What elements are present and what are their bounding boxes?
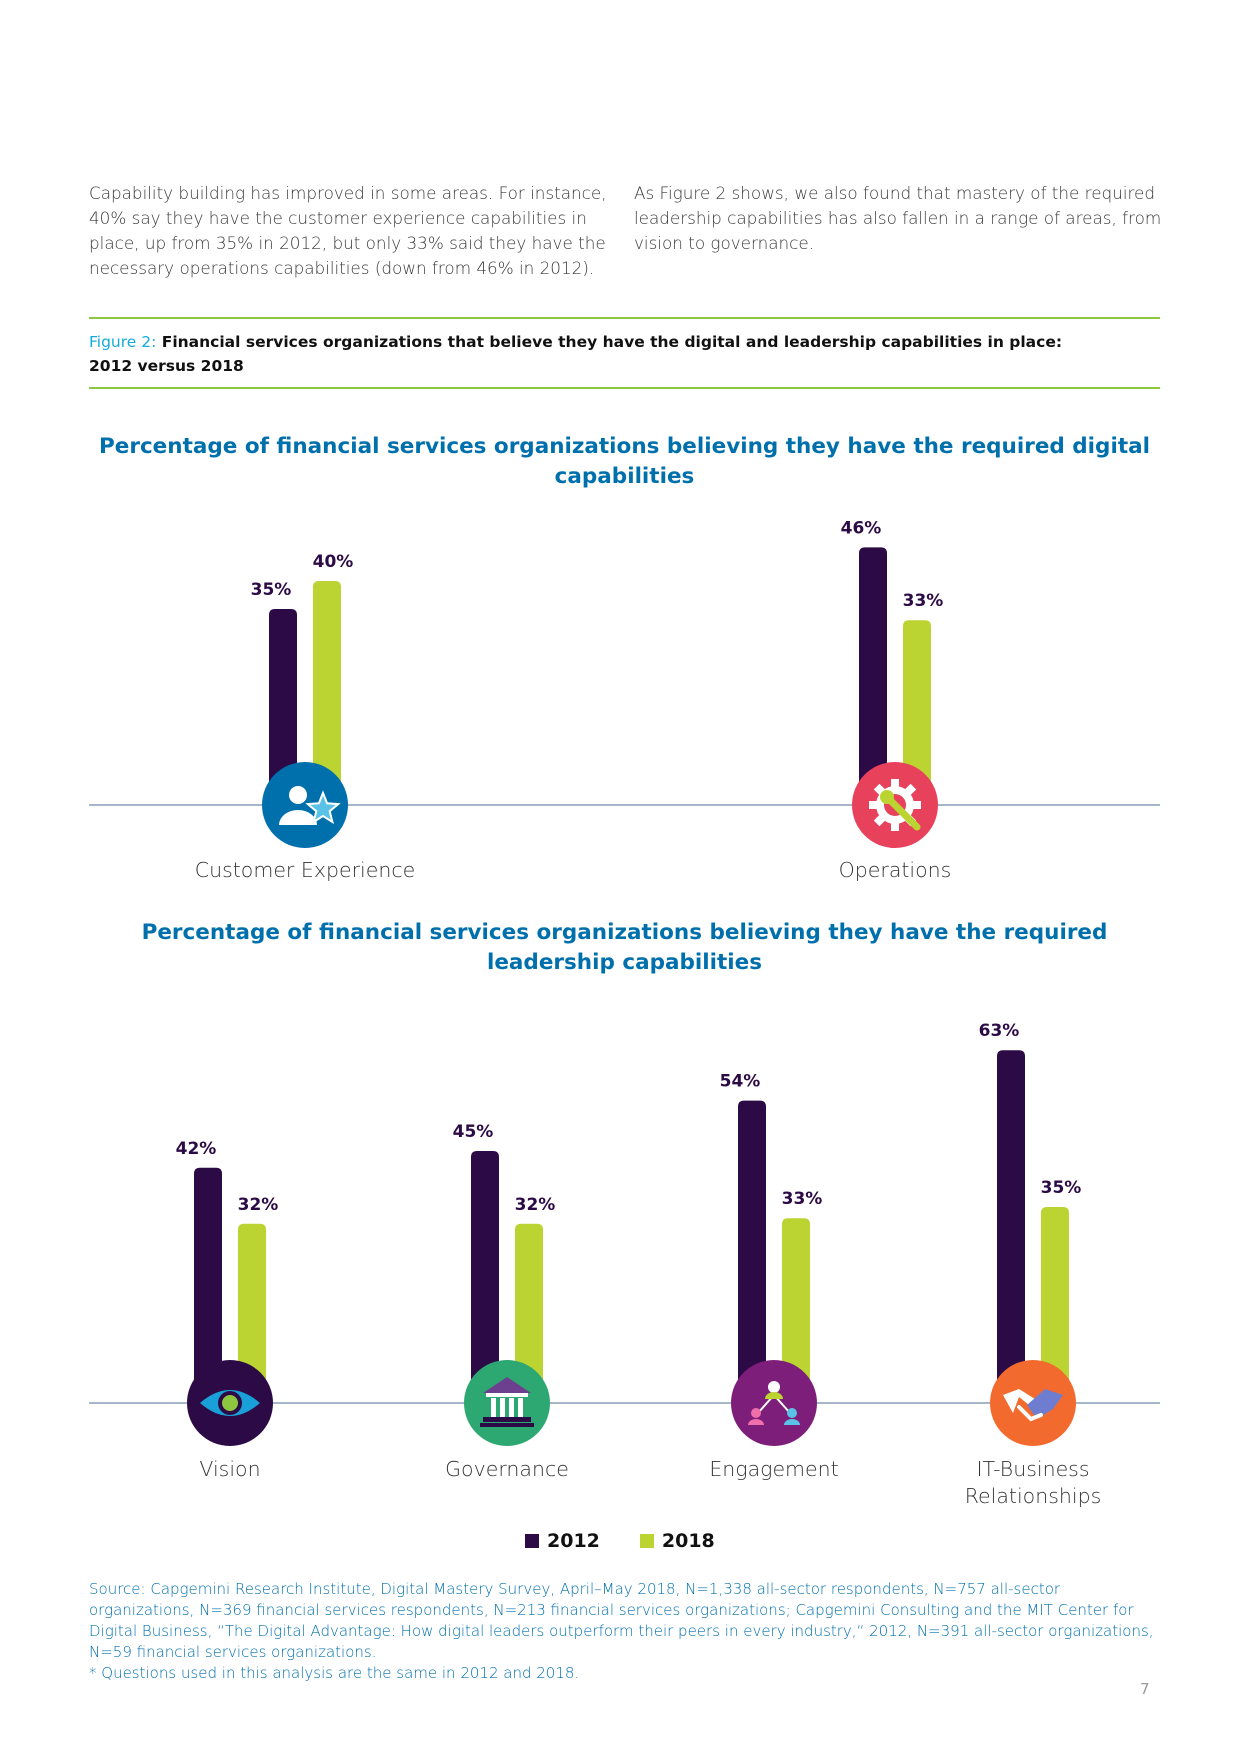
- chart-leadership: 42% 32% Vision 45% 32% Governance 54% 33% Engage…: [89, 1021, 1160, 1508]
- legend-swatch-2012: [525, 1534, 539, 1548]
- value-label-vision-2018: 32%: [238, 1195, 279, 1215]
- lintel-shape: [486, 1393, 528, 1397]
- legend-item-2012: 2012: [525, 1530, 600, 1552]
- node-head-shape: [787, 1408, 797, 1418]
- vision-eye-icon: [200, 1390, 260, 1416]
- value-label-operations-2012: 46%: [841, 518, 882, 538]
- person-body-shape: [279, 810, 317, 825]
- wrench-handle-shape: [886, 796, 921, 831]
- bar-engagement-2012: [738, 1100, 766, 1403]
- bar-it-business-relationships-2012: [997, 1050, 1025, 1403]
- handshake-icon: [1003, 1389, 1063, 1422]
- operations-gear-wrench-icon: [869, 779, 921, 831]
- column-shape: [509, 1398, 514, 1417]
- bar-customer-experience-2018: [313, 581, 341, 805]
- caption-rule-bottom: [89, 387, 1160, 389]
- gear-tooth-shape: [891, 779, 899, 788]
- base-shape: [483, 1417, 531, 1422]
- node-body-shape: [784, 1419, 800, 1425]
- value-label-engagement-2018: 33%: [782, 1189, 823, 1209]
- base-step-shape: [480, 1423, 534, 1427]
- bar-vision-2018: [238, 1223, 266, 1403]
- figure-label: Figure 2:: [89, 333, 157, 351]
- column-shape: [500, 1398, 505, 1417]
- wrench-head-shape: [880, 790, 894, 804]
- digital-chart-title: Percentage of financial services organiz…: [99, 434, 1150, 489]
- category-label-governance: Governance: [445, 1457, 569, 1481]
- value-label-engagement-2012: 54%: [720, 1072, 761, 1092]
- caption-rule-top: [89, 317, 1160, 319]
- legend-label-2012: 2012: [547, 1530, 600, 1552]
- legend-item-2018: 2018: [639, 1530, 715, 1552]
- gear-tooth-shape: [891, 822, 899, 831]
- column-shape: [518, 1398, 523, 1417]
- source-text: Source: Capgemini Research Institute, Di…: [89, 1580, 1154, 1661]
- bar-customer-experience-2012: [269, 609, 297, 805]
- value-label-it-business-relationships-2012: 63%: [979, 1021, 1020, 1041]
- engagement-network-icon: [748, 1381, 800, 1425]
- category-label-it-business-relationships: IT-Business: [976, 1457, 1089, 1481]
- value-label-governance-2012: 45%: [453, 1122, 494, 1142]
- bar-engagement-2018: [782, 1218, 810, 1403]
- category-icon-circle: [464, 1360, 550, 1446]
- category-label-operations: Operations: [839, 858, 952, 882]
- legend-swatch-2018: [639, 1534, 654, 1548]
- chart-digital: 35% 40% Customer Experience 46% 33% Operation…: [89, 518, 1160, 882]
- source-note: Source: Capgemini Research Institute, Di…: [89, 1579, 1164, 1684]
- category-label-vision: Vision: [199, 1457, 260, 1481]
- intro-paragraph-left: Capability building has improved in some…: [89, 183, 607, 278]
- node-body-shape: [765, 1392, 783, 1399]
- figure-caption: Figure 2: Financial services organizatio…: [89, 330, 1089, 378]
- node-body-shape: [748, 1419, 764, 1425]
- page-number: 7: [1140, 1680, 1150, 1698]
- value-label-operations-2018: 33%: [903, 591, 944, 611]
- bar-operations-2018: [903, 620, 931, 805]
- value-label-customer-experience-2012: 35%: [251, 580, 292, 600]
- governance-building-icon: [480, 1377, 534, 1427]
- source-footnote: * Questions used in this analysis are th…: [89, 1664, 580, 1682]
- legend-label-2018: 2018: [661, 1530, 715, 1552]
- bar-operations-2012: [859, 547, 887, 805]
- star-shape: [305, 790, 341, 825]
- iris-shape: [222, 1395, 238, 1411]
- column-shape: [491, 1398, 496, 1417]
- bar-vision-2012: [194, 1167, 222, 1403]
- leadership-chart-title: Percentage of financial services organiz…: [141, 920, 1108, 975]
- category-label-it-business-relationships: Relationships: [965, 1484, 1102, 1508]
- node-head-shape: [768, 1381, 780, 1393]
- value-label-it-business-relationships-2018: 35%: [1041, 1178, 1082, 1198]
- value-label-customer-experience-2018: 40%: [313, 552, 354, 572]
- value-label-governance-2018: 32%: [515, 1195, 556, 1215]
- person-head-shape: [289, 786, 307, 804]
- category-label-customer-experience: Customer Experience: [195, 858, 415, 882]
- bar-it-business-relationships-2018: [1041, 1207, 1069, 1403]
- bar-governance-2018: [515, 1223, 543, 1403]
- node-head-shape: [751, 1408, 761, 1418]
- hand-right-shape: [1027, 1389, 1063, 1419]
- customer-experience-icon: [279, 786, 341, 825]
- roof-shape: [483, 1377, 531, 1393]
- category-icon-circle: [731, 1360, 817, 1446]
- category-icon-circle: [262, 762, 348, 848]
- gear-tooth-shape: [912, 801, 921, 809]
- intro-paragraph-right: As Figure 2 shows, we also found that ma…: [634, 183, 1162, 253]
- figure-caption-text: Financial services organizations that be…: [89, 333, 1063, 375]
- value-label-vision-2012: 42%: [176, 1139, 217, 1159]
- fingers-shape: [1017, 1405, 1043, 1422]
- category-label-engagement: Engagement: [709, 1457, 838, 1481]
- hand-left-shape: [1003, 1389, 1035, 1413]
- bar-governance-2012: [471, 1151, 499, 1403]
- legend: 2012 2018: [525, 1530, 715, 1552]
- gear-tooth-shape: [869, 801, 878, 809]
